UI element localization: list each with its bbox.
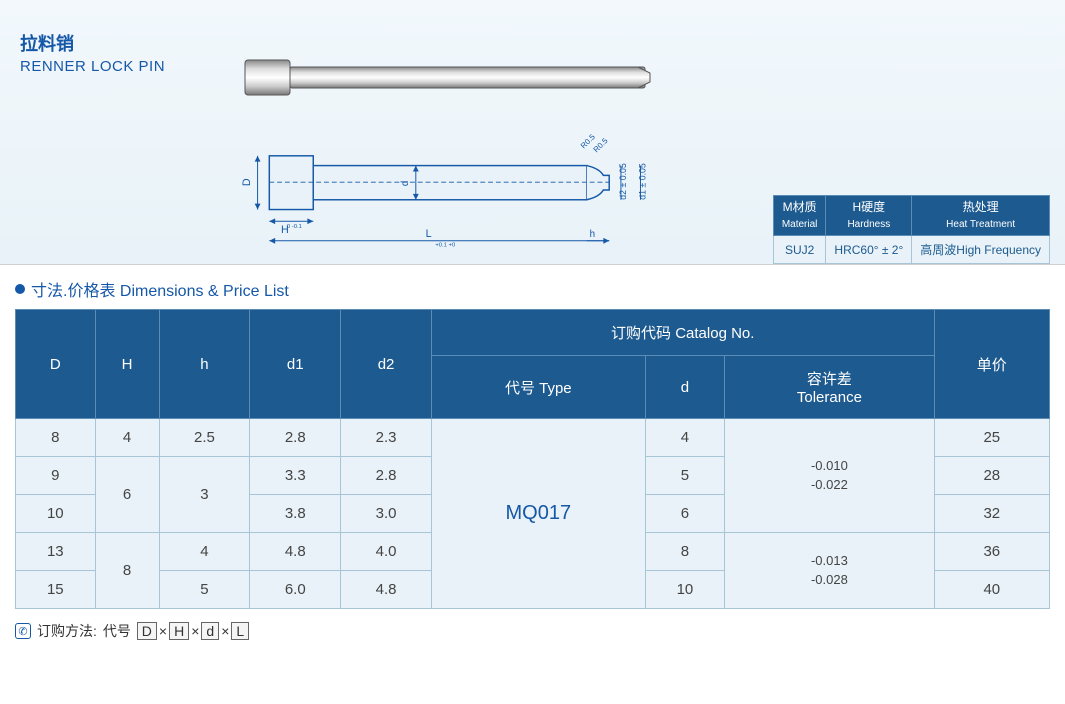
col-type: 代号 Type [431,356,645,419]
tolerance-cell-2: -0.013 -0.028 [725,533,934,609]
spec-header-material: M材质Material [773,196,826,236]
svg-text:+0.1 +0: +0.1 +0 [435,243,456,249]
tolerance-cell-1: -0.010 -0.022 [725,419,934,533]
dimensions-price-table: D H h d1 d2 订购代码 Catalog No. 单价 代号 Type … [15,309,1050,609]
svg-text:D: D [241,178,253,186]
dimensions-section-title: 寸法.价格表 Dimensions & Price List [0,265,1065,309]
svg-text:d: d [400,181,411,186]
table-header-row-1: D H h d1 d2 订购代码 Catalog No. 单价 [16,310,1050,356]
svg-text:L: L [426,228,432,240]
phone-icon: ✆ [15,623,31,639]
col-tolerance: 容许差 Tolerance [725,356,934,419]
col-h: h [159,310,250,419]
spec-hardness-value: HRC60° ± 2° [826,236,912,264]
technical-diagram: D H L h d d2 ± 0.05 d1 ± 0.05 R0.5 R0.5 … [240,130,660,250]
product-photo [240,55,660,100]
spec-treatment-value: 高周波High Frequency [912,236,1050,264]
svg-text:d2 ± 0.05: d2 ± 0.05 [618,163,628,200]
spec-header-hardness: H硬度Hardness [826,196,912,236]
order-method-line: ✆ 订购方法: 代号 D×H×d×L [0,609,1065,653]
col-catalog: 订购代码 Catalog No. [431,310,934,356]
catalog-type-cell: MQ017 [431,419,645,609]
col-d1: d1 [250,310,341,419]
order-formula: 代号 D×H×d×L [103,621,251,641]
col-H: H [95,310,159,419]
svg-text:d1 ± 0.05: d1 ± 0.05 [637,163,647,200]
col-D: D [16,310,96,419]
spec-value-row: SUJ2 HRC60° ± 2° 高周波High Frequency [773,236,1049,264]
svg-text:0 -0.1: 0 -0.1 [287,224,302,230]
order-label: 订购方法: [37,621,97,641]
col-price: 单价 [934,310,1049,419]
spec-material-value: SUJ2 [773,236,826,264]
spec-header-treatment: 热处理Heat Treatment [912,196,1050,236]
spec-header-row: M材质Material H硬度Hardness 热处理Heat Treatmen… [773,196,1049,236]
title-block: 拉料销 RENNER LOCK PIN [20,30,165,75]
col-d2: d2 [341,310,432,419]
col-d: d [645,356,725,419]
table-row: 8 4 2.5 2.8 2.3 MQ017 4 -0.010 -0.022 25 [16,419,1050,457]
title-chinese: 拉料销 [20,30,165,56]
product-header-panel: 拉料销 RENNER LOCK PIN D H L h [0,0,1065,265]
material-spec-table: M材质Material H硬度Hardness 热处理Heat Treatmen… [773,195,1050,264]
title-english: RENNER LOCK PIN [20,58,165,75]
svg-text:h: h [590,229,595,240]
bullet-icon [15,284,25,294]
